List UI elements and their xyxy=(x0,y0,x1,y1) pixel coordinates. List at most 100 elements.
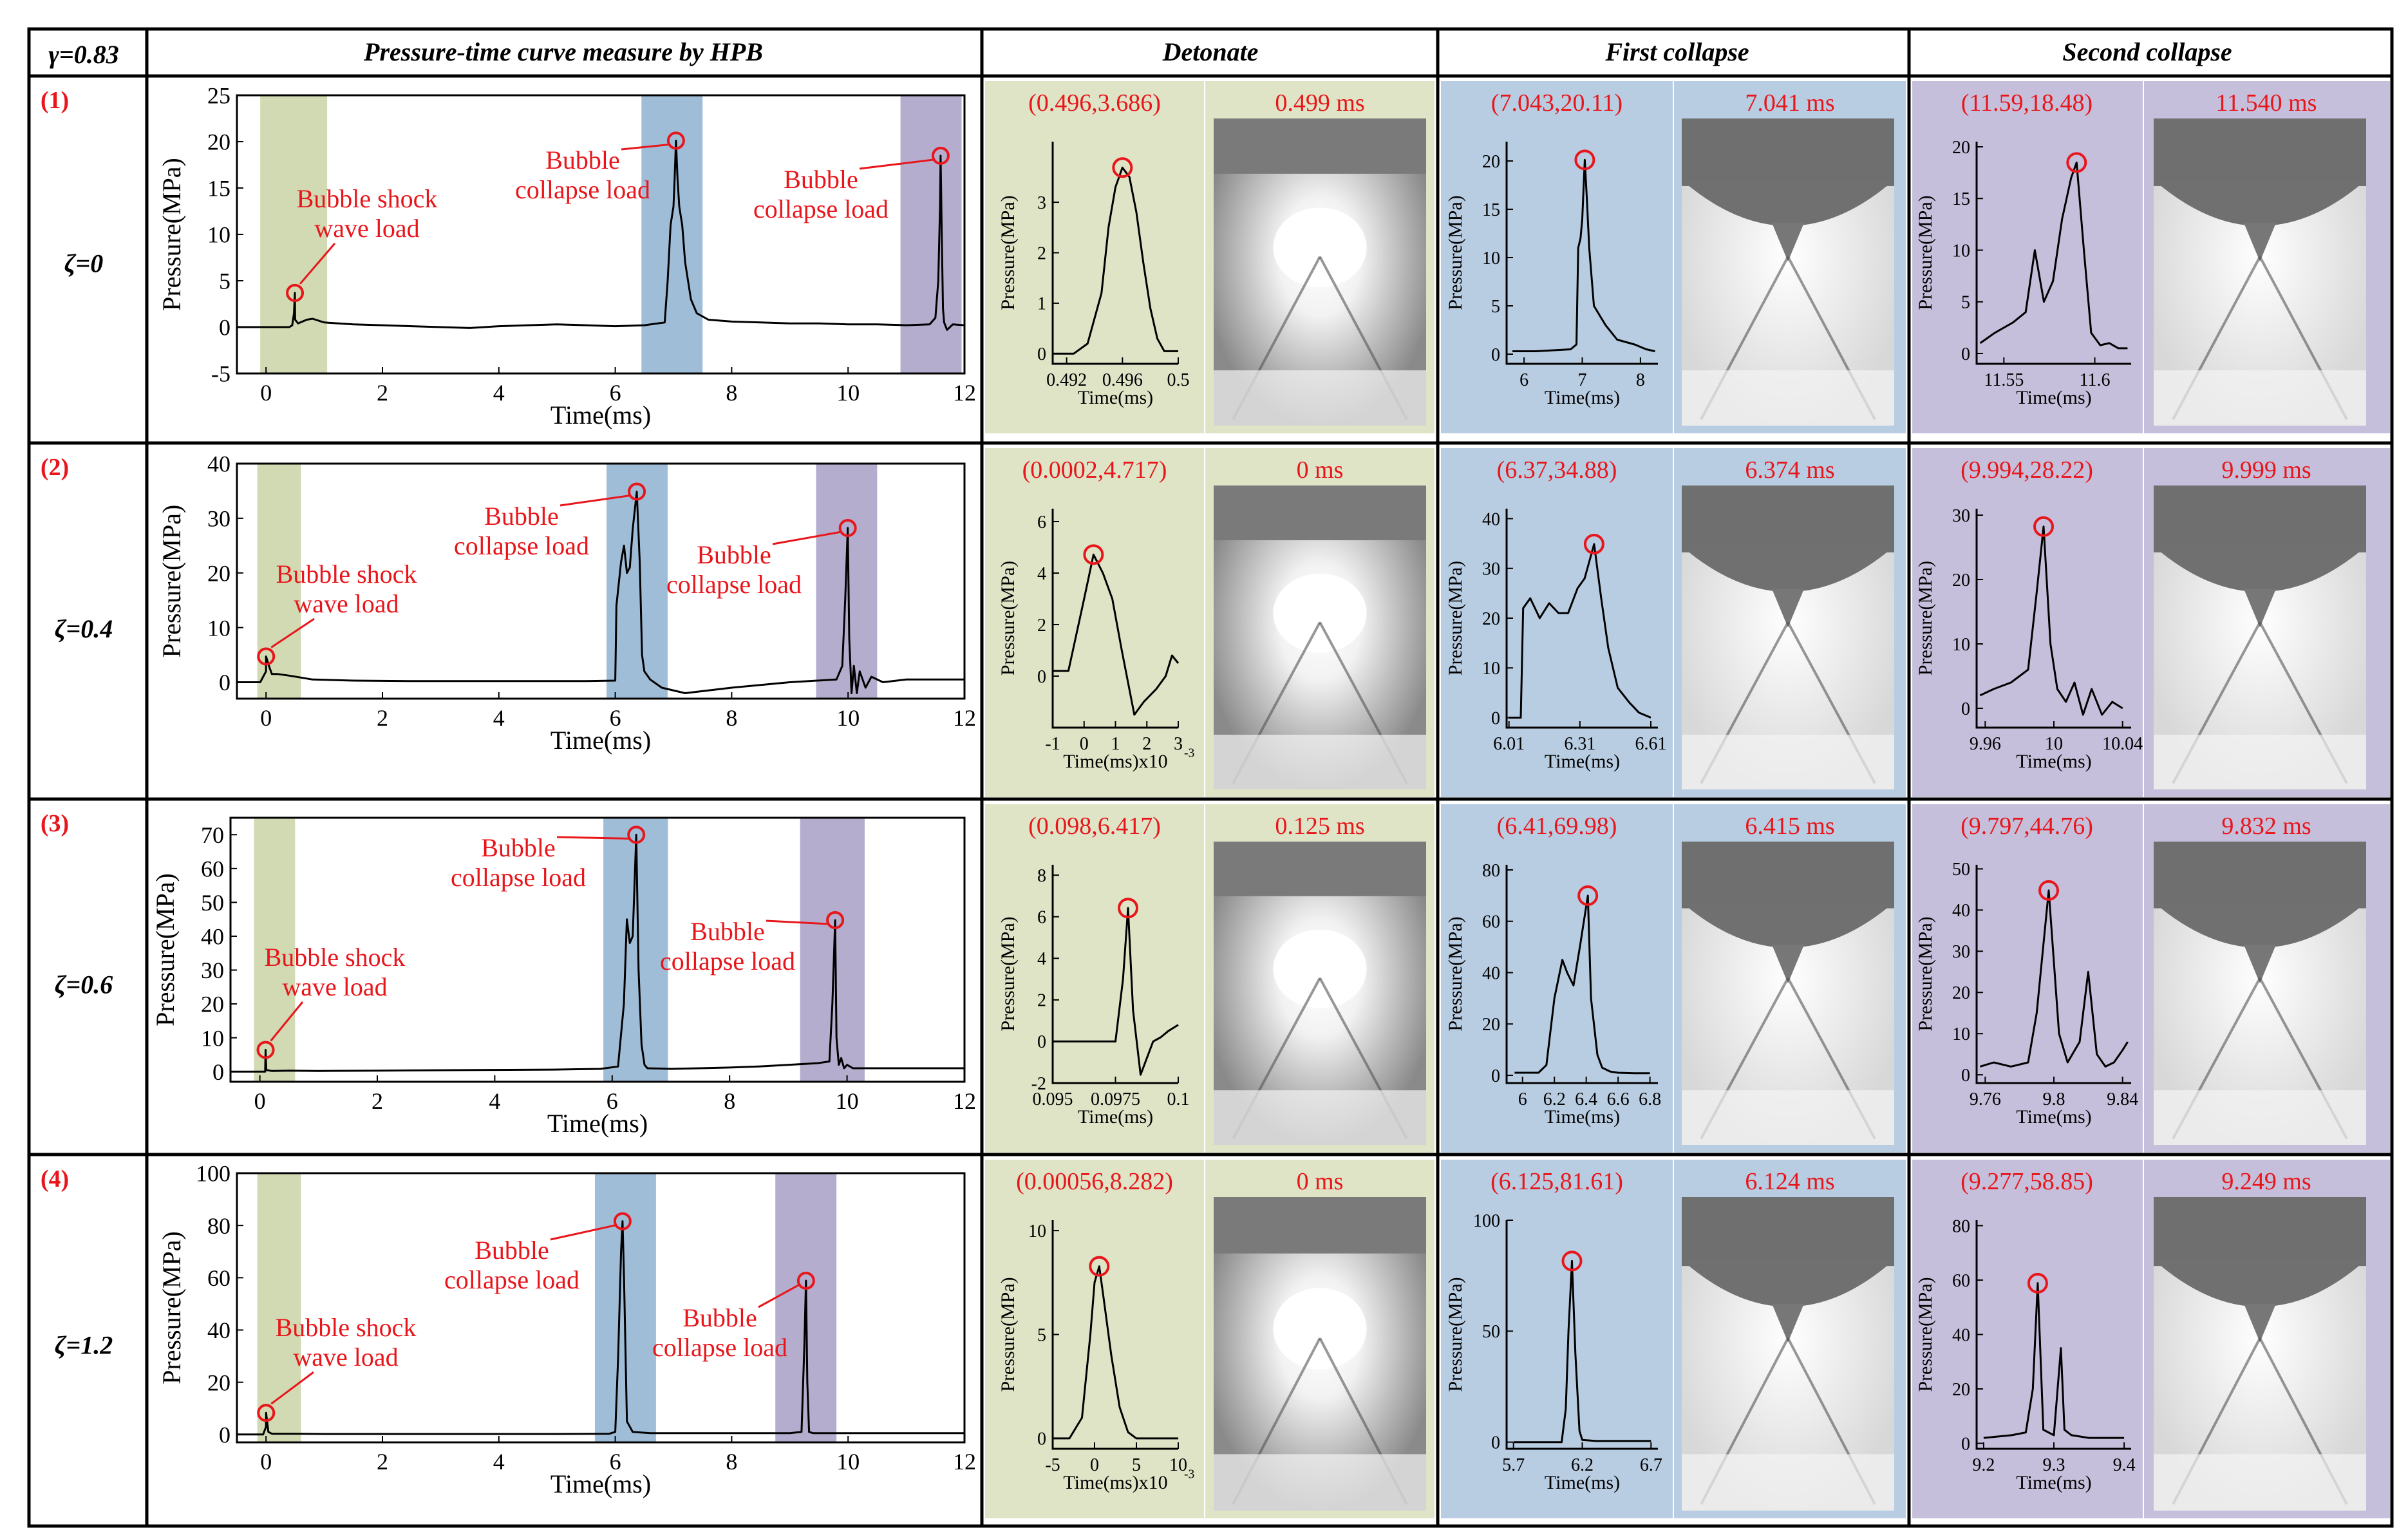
y-axis-label: Pressure(MPa) xyxy=(157,158,186,311)
photo-floor xyxy=(2154,1454,2366,1511)
x-tick-label: 7 xyxy=(1578,370,1587,390)
pressure-curve xyxy=(237,491,964,694)
x-tick-label: 6 xyxy=(1519,370,1529,390)
peak-marker xyxy=(1583,534,1604,555)
y-tick-label: 8 xyxy=(1037,866,1046,886)
annotation-shock-line1: Bubble shock xyxy=(297,184,438,213)
x-tick-label: 10.04 xyxy=(2102,734,2143,754)
y-tick-label: 0 xyxy=(1961,699,1970,719)
x-tick-label: 2 xyxy=(377,380,388,406)
x-tick-label: 0.095 xyxy=(1033,1089,1073,1109)
x-tick-label: 11.55 xyxy=(1984,370,2024,390)
pressure-curve xyxy=(1513,1259,1651,1444)
plot-axes xyxy=(1505,1220,1658,1450)
table-border xyxy=(27,27,2394,1528)
y-tick-label: 0 xyxy=(1961,1434,1970,1454)
annotation-arrow xyxy=(758,1283,800,1308)
pressure-curve xyxy=(1979,525,2123,716)
x-tick-label: 8 xyxy=(726,380,737,406)
peak-marker xyxy=(1561,1250,1583,1272)
x-axis-label: Time(ms) xyxy=(1545,387,1620,408)
detonate-frame-time: 0.125 ms xyxy=(1275,813,1364,840)
y-tick-label: 20 xyxy=(1952,1380,1970,1400)
annotation-collapse2-line2: collapse load xyxy=(652,1333,787,1362)
annotation-arrow xyxy=(270,1001,304,1042)
annotation-collapse2-line1: Bubble xyxy=(690,917,765,946)
y-tick-label: 50 xyxy=(1952,860,1970,880)
plot-frame xyxy=(236,1172,966,1444)
jet-shape xyxy=(1772,589,1804,628)
x-axis-label: Time(ms) xyxy=(2016,751,2091,772)
y-axis-label: Pressure(MPa) xyxy=(997,916,1019,1031)
zeta-label: ζ=1.2 xyxy=(55,1331,113,1360)
bubble-shape xyxy=(1682,546,1894,592)
y-tick-label: 4 xyxy=(1037,949,1046,969)
annotation-collapse1-line1: Bubble xyxy=(481,833,556,862)
y-tick-label: 0 xyxy=(219,1422,230,1447)
second-collapse-peak-label: (9.277,58.85) xyxy=(1961,1168,2093,1195)
y-tick-label: 30 xyxy=(1482,560,1500,580)
header-second-collapse: Second collapse xyxy=(2062,37,2232,66)
annotation-collapse1-line1: Bubble xyxy=(484,502,559,531)
y-tick-label: 5 xyxy=(1037,1325,1046,1345)
pressure-curve xyxy=(1512,158,1655,352)
explosion-glow xyxy=(1273,573,1367,653)
plot-axes xyxy=(1051,142,1178,365)
y-tick-label: 20 xyxy=(207,560,230,586)
x-tick-label: 6.6 xyxy=(1607,1089,1630,1109)
y-axis-label: Pressure(MPa) xyxy=(157,505,186,658)
jet-shape xyxy=(2244,945,2276,984)
peak-marker xyxy=(796,1271,815,1290)
plot-axes xyxy=(1505,142,1658,365)
x-tick-label: 6 xyxy=(607,1088,618,1114)
chart-r4-first: 5.7 6.2 6.7 0 50 100 Time(ms) Pressure(MPa) xyxy=(1445,1211,1662,1493)
y-tick-label: 0 xyxy=(219,670,230,695)
photo-floor xyxy=(1214,735,1426,789)
detonate-chart-panel xyxy=(985,804,1204,1153)
apparatus-shape xyxy=(1214,842,1426,896)
y-tick-label: 20 xyxy=(1952,138,1970,158)
explosion-glow xyxy=(1273,929,1367,1009)
chart-r4-second: 9.2 9.3 9.4 0 20 40 60 80 Time(ms) Pressure(MPa) xyxy=(1915,1216,2136,1493)
pressure-curve xyxy=(230,833,964,1073)
y-tick-label: 50 xyxy=(1482,1322,1500,1342)
bubble-shape xyxy=(2154,546,2366,592)
y-tick-label: 10 xyxy=(1028,1221,1046,1241)
second-collapse-chart-panel xyxy=(1912,448,2143,797)
photo-floor xyxy=(1214,370,1426,426)
y-tick-label: 40 xyxy=(1482,963,1500,983)
x-axis-label: Time(ms)x10 xyxy=(1063,1472,1167,1493)
jet-shape xyxy=(2244,223,2276,262)
y-axis-label: Pressure(MPa) xyxy=(997,195,1019,310)
annotation-collapse1-line2: collapse load xyxy=(454,531,589,560)
x-tick-label: 0 xyxy=(260,1449,272,1475)
jet-shape xyxy=(1772,1303,1804,1343)
y-axis-label: Pressure(MPa) xyxy=(151,873,180,1026)
first-collapse-frame-time: 7.041 ms xyxy=(1745,90,1834,117)
y-axis-label: Pressure(MPa) xyxy=(1445,195,1466,310)
annotation-collapse1-line1: Bubble xyxy=(545,146,620,174)
detonate-frame-time: 0 ms xyxy=(1297,457,1344,484)
y-tick-label: 60 xyxy=(1482,912,1500,932)
y-tick-label: 70 xyxy=(201,822,224,848)
jet-shape xyxy=(2244,1303,2276,1343)
apparatus-shape xyxy=(1682,486,1894,552)
peak-marker xyxy=(613,1212,632,1231)
plot-frame xyxy=(229,816,966,1083)
chart-r2-second: 9.96 10 10.04 0 10 20 30 Time(ms) Pressure(MPa) xyxy=(1915,506,2143,772)
x-tick-label: 10 xyxy=(1169,1455,1187,1475)
y-tick-label: 60 xyxy=(207,1265,230,1291)
pressure-curve xyxy=(1053,166,1178,355)
apparatus-shape xyxy=(1682,842,1894,909)
peak-marker xyxy=(256,1041,275,1059)
apparatus-shape xyxy=(1214,486,1426,540)
x-tick-label: 8 xyxy=(726,705,737,731)
bubble-shape xyxy=(1682,1259,1894,1307)
y-tick-label: 0 xyxy=(1491,1066,1500,1086)
x-tick-label: 4 xyxy=(489,1088,500,1114)
x-tick-label: 0.496 xyxy=(1102,370,1143,390)
plot-frame xyxy=(236,462,966,700)
x-tick-label: 11.6 xyxy=(2080,370,2111,390)
